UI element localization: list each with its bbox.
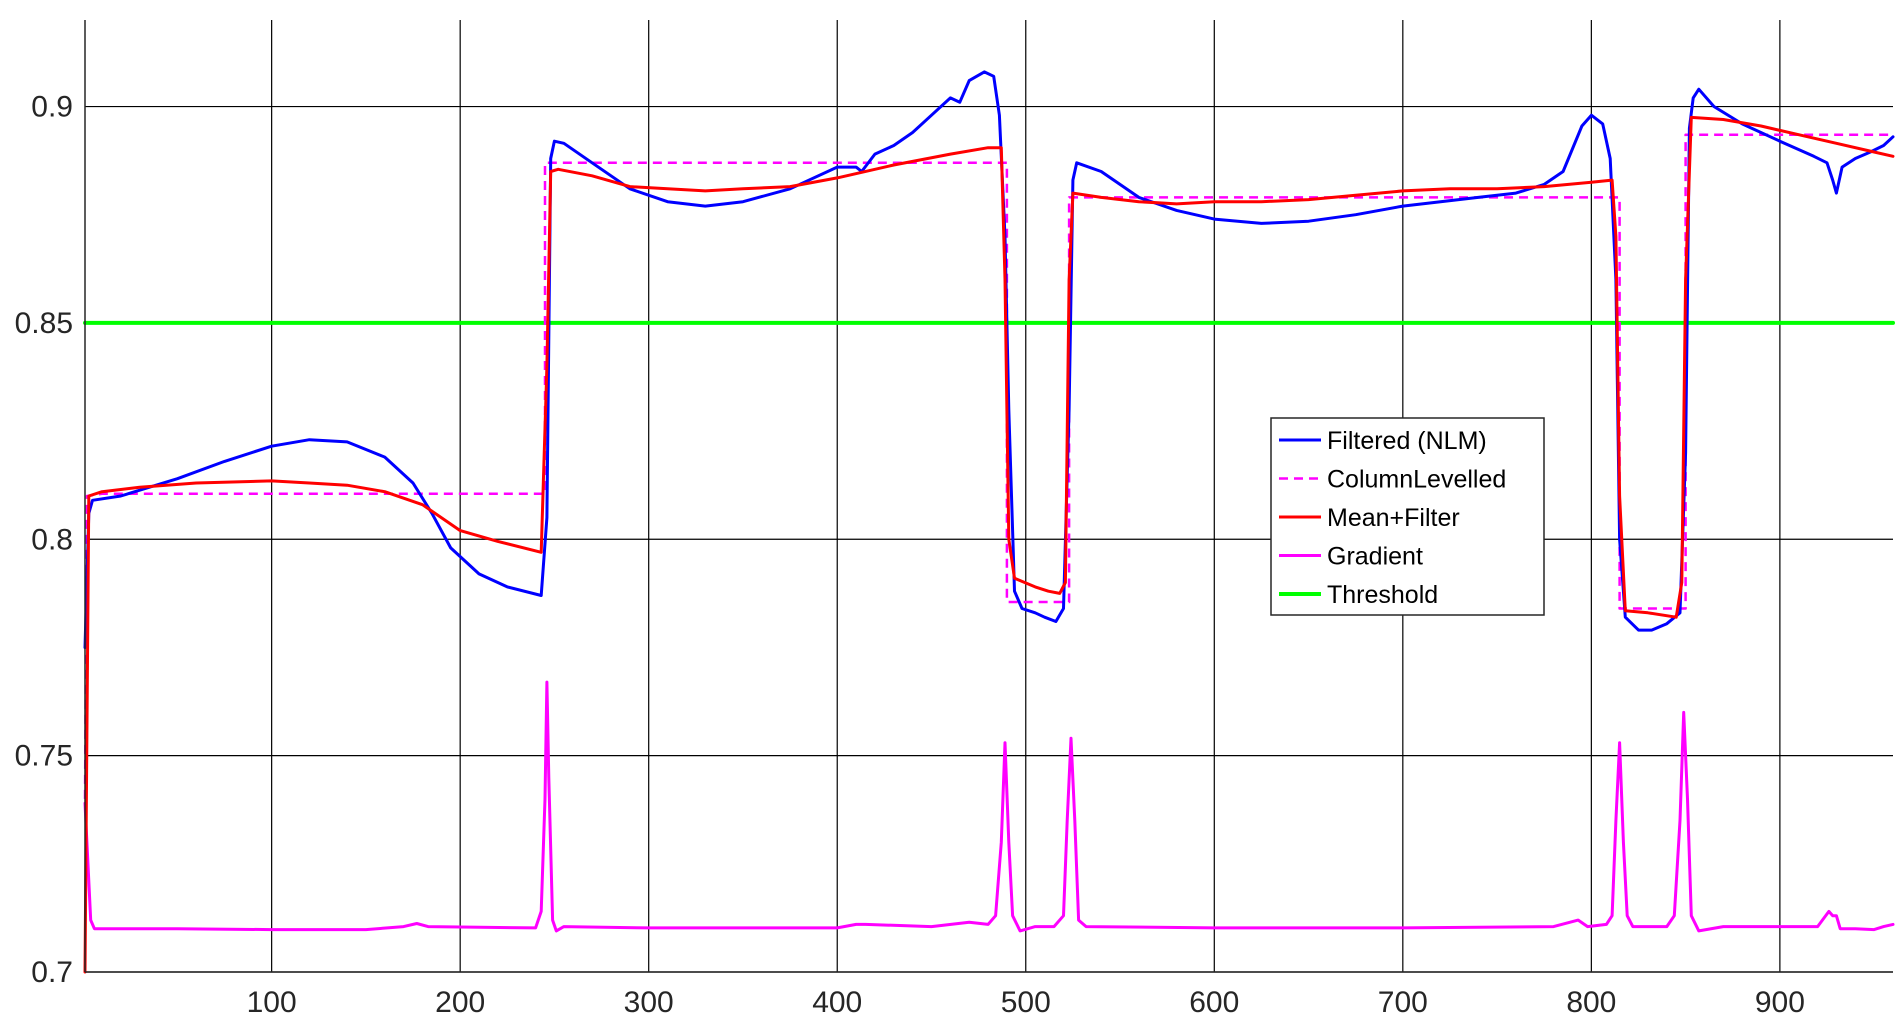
x-tick-label: 900: [1755, 986, 1805, 1019]
y-tick-label: 0.7: [31, 956, 73, 989]
series-group: [83, 70, 1895, 974]
series-line-gradient: [83, 680, 1895, 933]
x-tick-label: 700: [1378, 986, 1428, 1019]
y-tick-label: 0.8: [31, 523, 73, 556]
x-tick-label: 800: [1566, 986, 1616, 1019]
y-tick-label: 0.85: [15, 307, 73, 340]
x-tick-label: 300: [624, 986, 674, 1019]
legend-label-threshold: Threshold: [1327, 581, 1438, 609]
x-tick-label: 200: [435, 986, 485, 1019]
x-tick-label: 100: [247, 986, 297, 1019]
y-tick-label: 0.9: [31, 91, 73, 124]
y-tick-label: 0.75: [15, 740, 73, 773]
series-line-columnlevelled: [83, 133, 1893, 799]
legend: Filtered (NLM) ColumnLevelled Mean+Filter G…: [1270, 417, 1545, 616]
x-tick-label: 400: [812, 986, 862, 1019]
axes: 100 200 300 400 500 600 700 800 900 0.7 0.75 0.8 0.8…: [15, 20, 1893, 1019]
series-line-filtered-nlm: [83, 70, 1895, 649]
legend-label-columnlevelled: ColumnLevelled: [1327, 466, 1506, 494]
legend-label-gradient: Gradient: [1327, 543, 1423, 571]
legend-label-filtered-nlm: Filtered (NLM): [1327, 427, 1487, 455]
legend-label-mean-filter: Mean+Filter: [1327, 504, 1460, 532]
series-line-mean-filter: [83, 115, 1895, 974]
x-tick-label: 500: [1001, 986, 1051, 1019]
x-tick-label: 600: [1189, 986, 1239, 1019]
